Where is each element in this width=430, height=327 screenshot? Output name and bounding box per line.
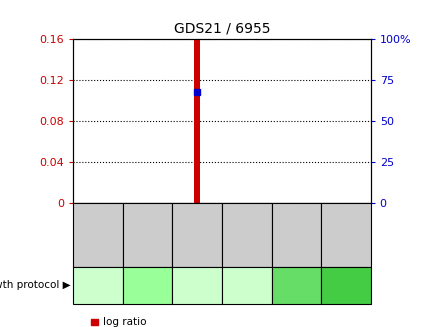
Text: log ratio: log ratio <box>102 317 146 327</box>
Text: GSM999: GSM999 <box>291 216 300 253</box>
Title: GDS21 / 6955: GDS21 / 6955 <box>173 21 270 35</box>
Text: GSM997: GSM997 <box>242 216 251 253</box>
Text: ethanol: ethanol <box>329 281 361 290</box>
Text: fructose: fructose <box>229 281 264 290</box>
Bar <box>194 39 200 203</box>
Text: GSM1001: GSM1001 <box>341 213 350 256</box>
Text: GSM907: GSM907 <box>93 216 102 253</box>
Text: growth protocol ▶: growth protocol ▶ <box>0 280 71 290</box>
Text: glucose: glucose <box>131 281 163 290</box>
Text: sucrose: sucrose <box>280 281 312 290</box>
Text: GSM991: GSM991 <box>192 216 201 253</box>
Text: galactose: galactose <box>176 281 217 290</box>
Text: raffinose: raffinose <box>79 281 117 290</box>
Text: GSM990: GSM990 <box>143 216 152 253</box>
